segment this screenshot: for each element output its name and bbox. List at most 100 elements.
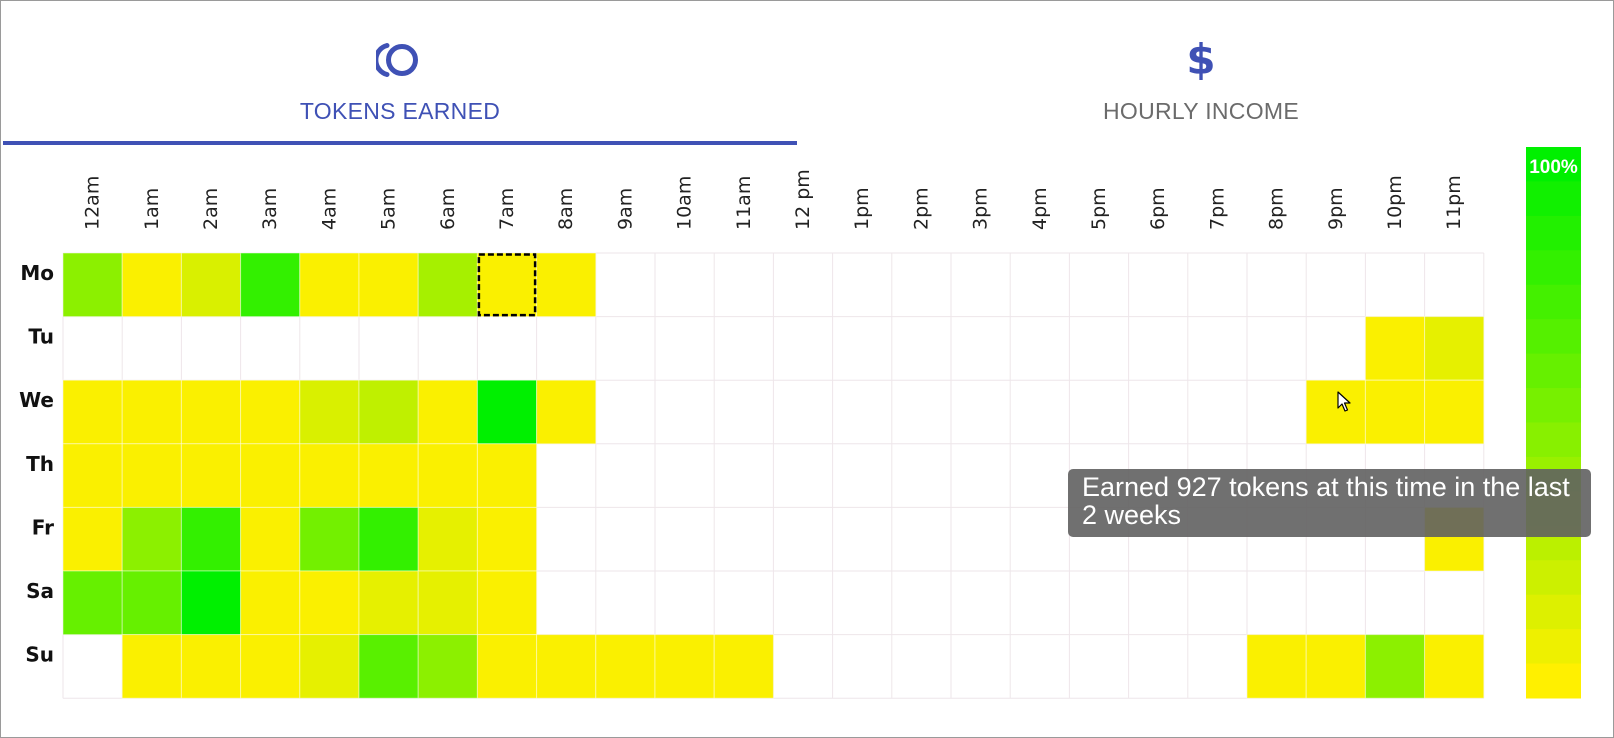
hour-label: 2pm xyxy=(910,187,932,230)
heatmap-cell[interactable] xyxy=(358,570,419,636)
heatmap-cell[interactable] xyxy=(180,252,242,318)
heatmap-cell[interactable] xyxy=(1364,316,1426,381)
tab-label-tokens-earned: TOKENS EARNED xyxy=(299,98,501,124)
dollar-icon: $ xyxy=(797,36,1605,84)
day-label: Su xyxy=(25,643,54,667)
heatmap-cell[interactable] xyxy=(654,634,715,699)
heatmap-cell[interactable] xyxy=(1246,634,1307,699)
hour-label: 3pm xyxy=(970,187,992,230)
heatmap-cell[interactable] xyxy=(476,506,538,572)
tab-tokens-earned[interactable]: TOKENS EARNED xyxy=(3,0,797,144)
legend-segment xyxy=(1526,422,1581,458)
cell-tooltip: Earned 927 tokens at this time in the la… xyxy=(1068,469,1591,537)
heatmap-cell[interactable] xyxy=(417,506,478,572)
legend-segment xyxy=(1526,388,1581,423)
heatmap-cell[interactable] xyxy=(358,252,419,318)
heatmap-cell[interactable] xyxy=(62,252,123,318)
heatmap-cell[interactable] xyxy=(240,570,301,636)
heatmap-cell[interactable] xyxy=(240,506,301,572)
heatmap-cell[interactable] xyxy=(62,506,123,572)
heatmap-cell[interactable] xyxy=(358,443,419,508)
heatmap-cell[interactable] xyxy=(476,570,538,636)
heatmap-cell[interactable] xyxy=(536,379,597,445)
hour-label: 1pm xyxy=(851,187,873,230)
hour-label: 6pm xyxy=(1147,187,1169,230)
heatmap-cell[interactable] xyxy=(299,379,360,445)
heatmap-cell[interactable] xyxy=(121,634,182,699)
heatmap-cell[interactable] xyxy=(180,634,242,699)
heatmap-cell[interactable] xyxy=(417,443,478,508)
hour-label: 5pm xyxy=(1088,187,1110,230)
heatmap-cell[interactable] xyxy=(417,252,478,318)
heatmap-cell[interactable] xyxy=(299,252,360,318)
heatmap-cell[interactable] xyxy=(180,570,242,636)
heatmap-cell[interactable] xyxy=(536,634,597,699)
heatmap-cell[interactable] xyxy=(1424,316,1485,381)
heatmap-cell[interactable] xyxy=(417,570,478,636)
heatmap-cell[interactable] xyxy=(713,634,774,699)
hour-label: 8pm xyxy=(1266,187,1288,230)
heatmap-cell[interactable] xyxy=(121,443,182,508)
heatmap-cell[interactable] xyxy=(299,506,360,572)
heatmap-cell[interactable] xyxy=(121,379,182,445)
heatmap-cell[interactable] xyxy=(240,252,301,318)
hour-label: 11am xyxy=(733,176,755,230)
heatmap-cell[interactable] xyxy=(358,634,419,699)
heatmap-cell[interactable] xyxy=(121,570,182,636)
legend-segment xyxy=(1526,147,1581,182)
day-label: Th xyxy=(26,452,54,476)
heatmap-cell[interactable] xyxy=(240,634,301,699)
hour-label: 6am xyxy=(437,188,459,230)
heatmap-cell[interactable] xyxy=(536,252,597,318)
heatmap-cell[interactable] xyxy=(299,634,360,699)
heatmap-cell[interactable] xyxy=(1305,379,1366,445)
hour-label: 10am xyxy=(674,176,696,230)
heatmap-cell[interactable] xyxy=(476,252,538,318)
heatmap-cell[interactable] xyxy=(476,443,538,508)
tab-hourly-income[interactable]: $ HOURLY INCOME xyxy=(797,0,1605,144)
heatmap-cell[interactable] xyxy=(62,570,123,636)
hour-label: 9am xyxy=(614,188,636,230)
heatmap-cell[interactable] xyxy=(62,443,123,508)
day-label: Fr xyxy=(32,515,54,539)
legend-segment xyxy=(1526,560,1581,596)
legend-segment xyxy=(1526,594,1581,630)
hour-label: 7pm xyxy=(1206,187,1228,230)
heatmap-cell[interactable] xyxy=(595,634,656,699)
legend-segment xyxy=(1526,319,1581,355)
hour-label: 1am xyxy=(141,188,163,230)
day-label: Mo xyxy=(20,261,54,285)
heatmap-cell[interactable] xyxy=(299,443,360,508)
hour-label: 4am xyxy=(318,188,340,230)
heatmap-cell[interactable] xyxy=(358,506,419,572)
heatmap-cell[interactable] xyxy=(121,506,182,572)
heatmap-cell[interactable] xyxy=(299,570,360,636)
heatmap-cell[interactable] xyxy=(180,379,242,445)
heatmap-cell[interactable] xyxy=(476,379,538,445)
heatmap-cell[interactable] xyxy=(240,443,301,508)
heatmap-cell[interactable] xyxy=(240,379,301,445)
active-tab-indicator xyxy=(3,141,797,145)
dollar-glyph: $ xyxy=(1186,35,1216,84)
tooltip-text: Earned 927 tokens at this time in the la… xyxy=(1082,472,1570,530)
heatmap-cell[interactable] xyxy=(1424,379,1485,445)
heatmap-cell[interactable] xyxy=(1364,634,1426,699)
heatmap-cell[interactable] xyxy=(62,379,123,445)
heatmap-cell[interactable] xyxy=(1364,379,1426,445)
selected-cell-outline xyxy=(477,253,537,317)
heatmap-cell[interactable] xyxy=(180,506,242,572)
heatmap-cell[interactable] xyxy=(417,634,478,699)
heatmap-cell[interactable] xyxy=(121,252,182,318)
legend-max-label: 100% xyxy=(1529,157,1578,178)
hour-label: 12 pm xyxy=(792,169,814,230)
heatmap-cell[interactable] xyxy=(358,379,419,445)
heatmap-cell[interactable] xyxy=(180,443,242,508)
heatmap-cell[interactable] xyxy=(417,379,478,445)
heatmap-cell[interactable] xyxy=(1305,634,1366,699)
mouse-cursor-icon xyxy=(1337,391,1351,412)
hour-label: 8am xyxy=(555,188,577,230)
legend-segment xyxy=(1526,663,1581,699)
heatmap-cell[interactable] xyxy=(1424,634,1485,699)
heatmap-cell[interactable] xyxy=(476,634,538,699)
